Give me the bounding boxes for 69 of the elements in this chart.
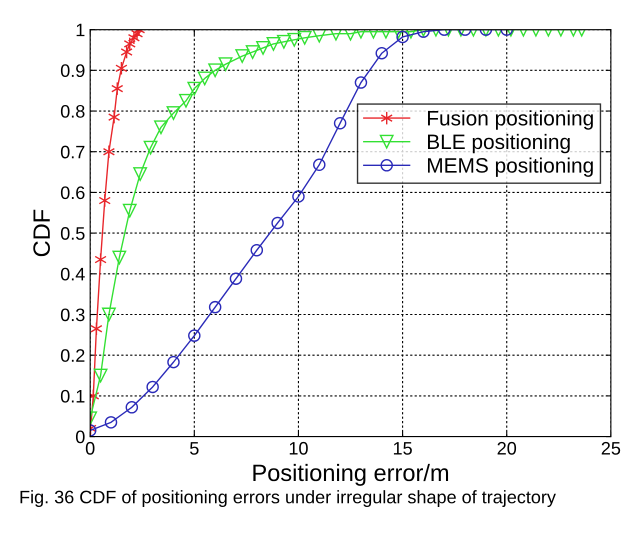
point <box>287 32 302 47</box>
y-tick-label: 0.6 <box>60 186 85 200</box>
point <box>271 216 284 230</box>
point <box>133 167 148 182</box>
point <box>208 63 222 78</box>
point <box>166 106 180 120</box>
point <box>292 190 305 203</box>
y-tick-label: 1 <box>76 24 84 36</box>
x-tick-label: 5 <box>190 442 199 455</box>
x-tick-label: 15 <box>394 442 412 455</box>
point <box>167 356 180 368</box>
point <box>115 61 128 76</box>
point <box>90 322 103 336</box>
y-tick-label: 0 <box>76 430 85 444</box>
y-tick-label: 0.9 <box>60 64 84 78</box>
point <box>179 94 193 108</box>
legend-label: MEMS positioning <box>428 157 593 177</box>
point <box>146 380 159 394</box>
point <box>94 368 108 382</box>
point <box>188 329 201 342</box>
y-tick-label: 0.4 <box>60 268 85 281</box>
point <box>120 45 133 59</box>
caption: Fig. 36 CDF of positioning errors under irregular shape of trajectory <box>20 490 556 507</box>
y-tick-label: 0.2 <box>60 349 84 362</box>
point <box>298 30 312 45</box>
point <box>102 144 116 159</box>
point <box>144 140 158 155</box>
point <box>313 158 326 171</box>
point <box>187 82 202 96</box>
legend-label: BLE positioning <box>428 134 570 154</box>
point <box>94 252 107 267</box>
point <box>334 116 346 130</box>
point <box>122 204 137 218</box>
point <box>208 300 222 314</box>
y-axis-title: CDF <box>33 210 50 256</box>
x-tick-label: 0 <box>86 442 94 455</box>
x-axis-title: Positioning error/m <box>253 464 448 486</box>
x-tick-label: 10 <box>290 442 308 455</box>
point <box>124 36 136 51</box>
point <box>108 110 120 124</box>
point <box>276 34 291 49</box>
point <box>98 194 111 208</box>
point <box>312 30 326 43</box>
point <box>111 82 124 96</box>
x-tick-label: 20 <box>498 442 516 455</box>
y-tick-label: 0.3 <box>60 308 85 322</box>
point <box>250 244 264 256</box>
y-tick-label: 0.7 <box>60 146 84 158</box>
y-tick-label: 0.8 <box>60 104 85 118</box>
point <box>218 57 232 72</box>
point <box>376 46 388 60</box>
point <box>256 41 270 55</box>
point <box>230 272 242 285</box>
point <box>198 72 212 86</box>
point <box>104 416 118 429</box>
point <box>354 76 368 89</box>
point <box>266 36 280 51</box>
x-tick-label: 25 <box>602 442 620 455</box>
point <box>128 30 140 45</box>
point <box>396 30 409 44</box>
point <box>102 308 116 322</box>
legend-label: Fusion positioning <box>428 110 593 130</box>
point <box>235 49 250 64</box>
y-tick-label: 0.5 <box>60 227 85 240</box>
point <box>246 45 260 59</box>
y-tick-label: 0.1 <box>60 390 84 403</box>
point <box>112 250 126 264</box>
point <box>126 401 138 414</box>
point <box>154 120 168 134</box>
